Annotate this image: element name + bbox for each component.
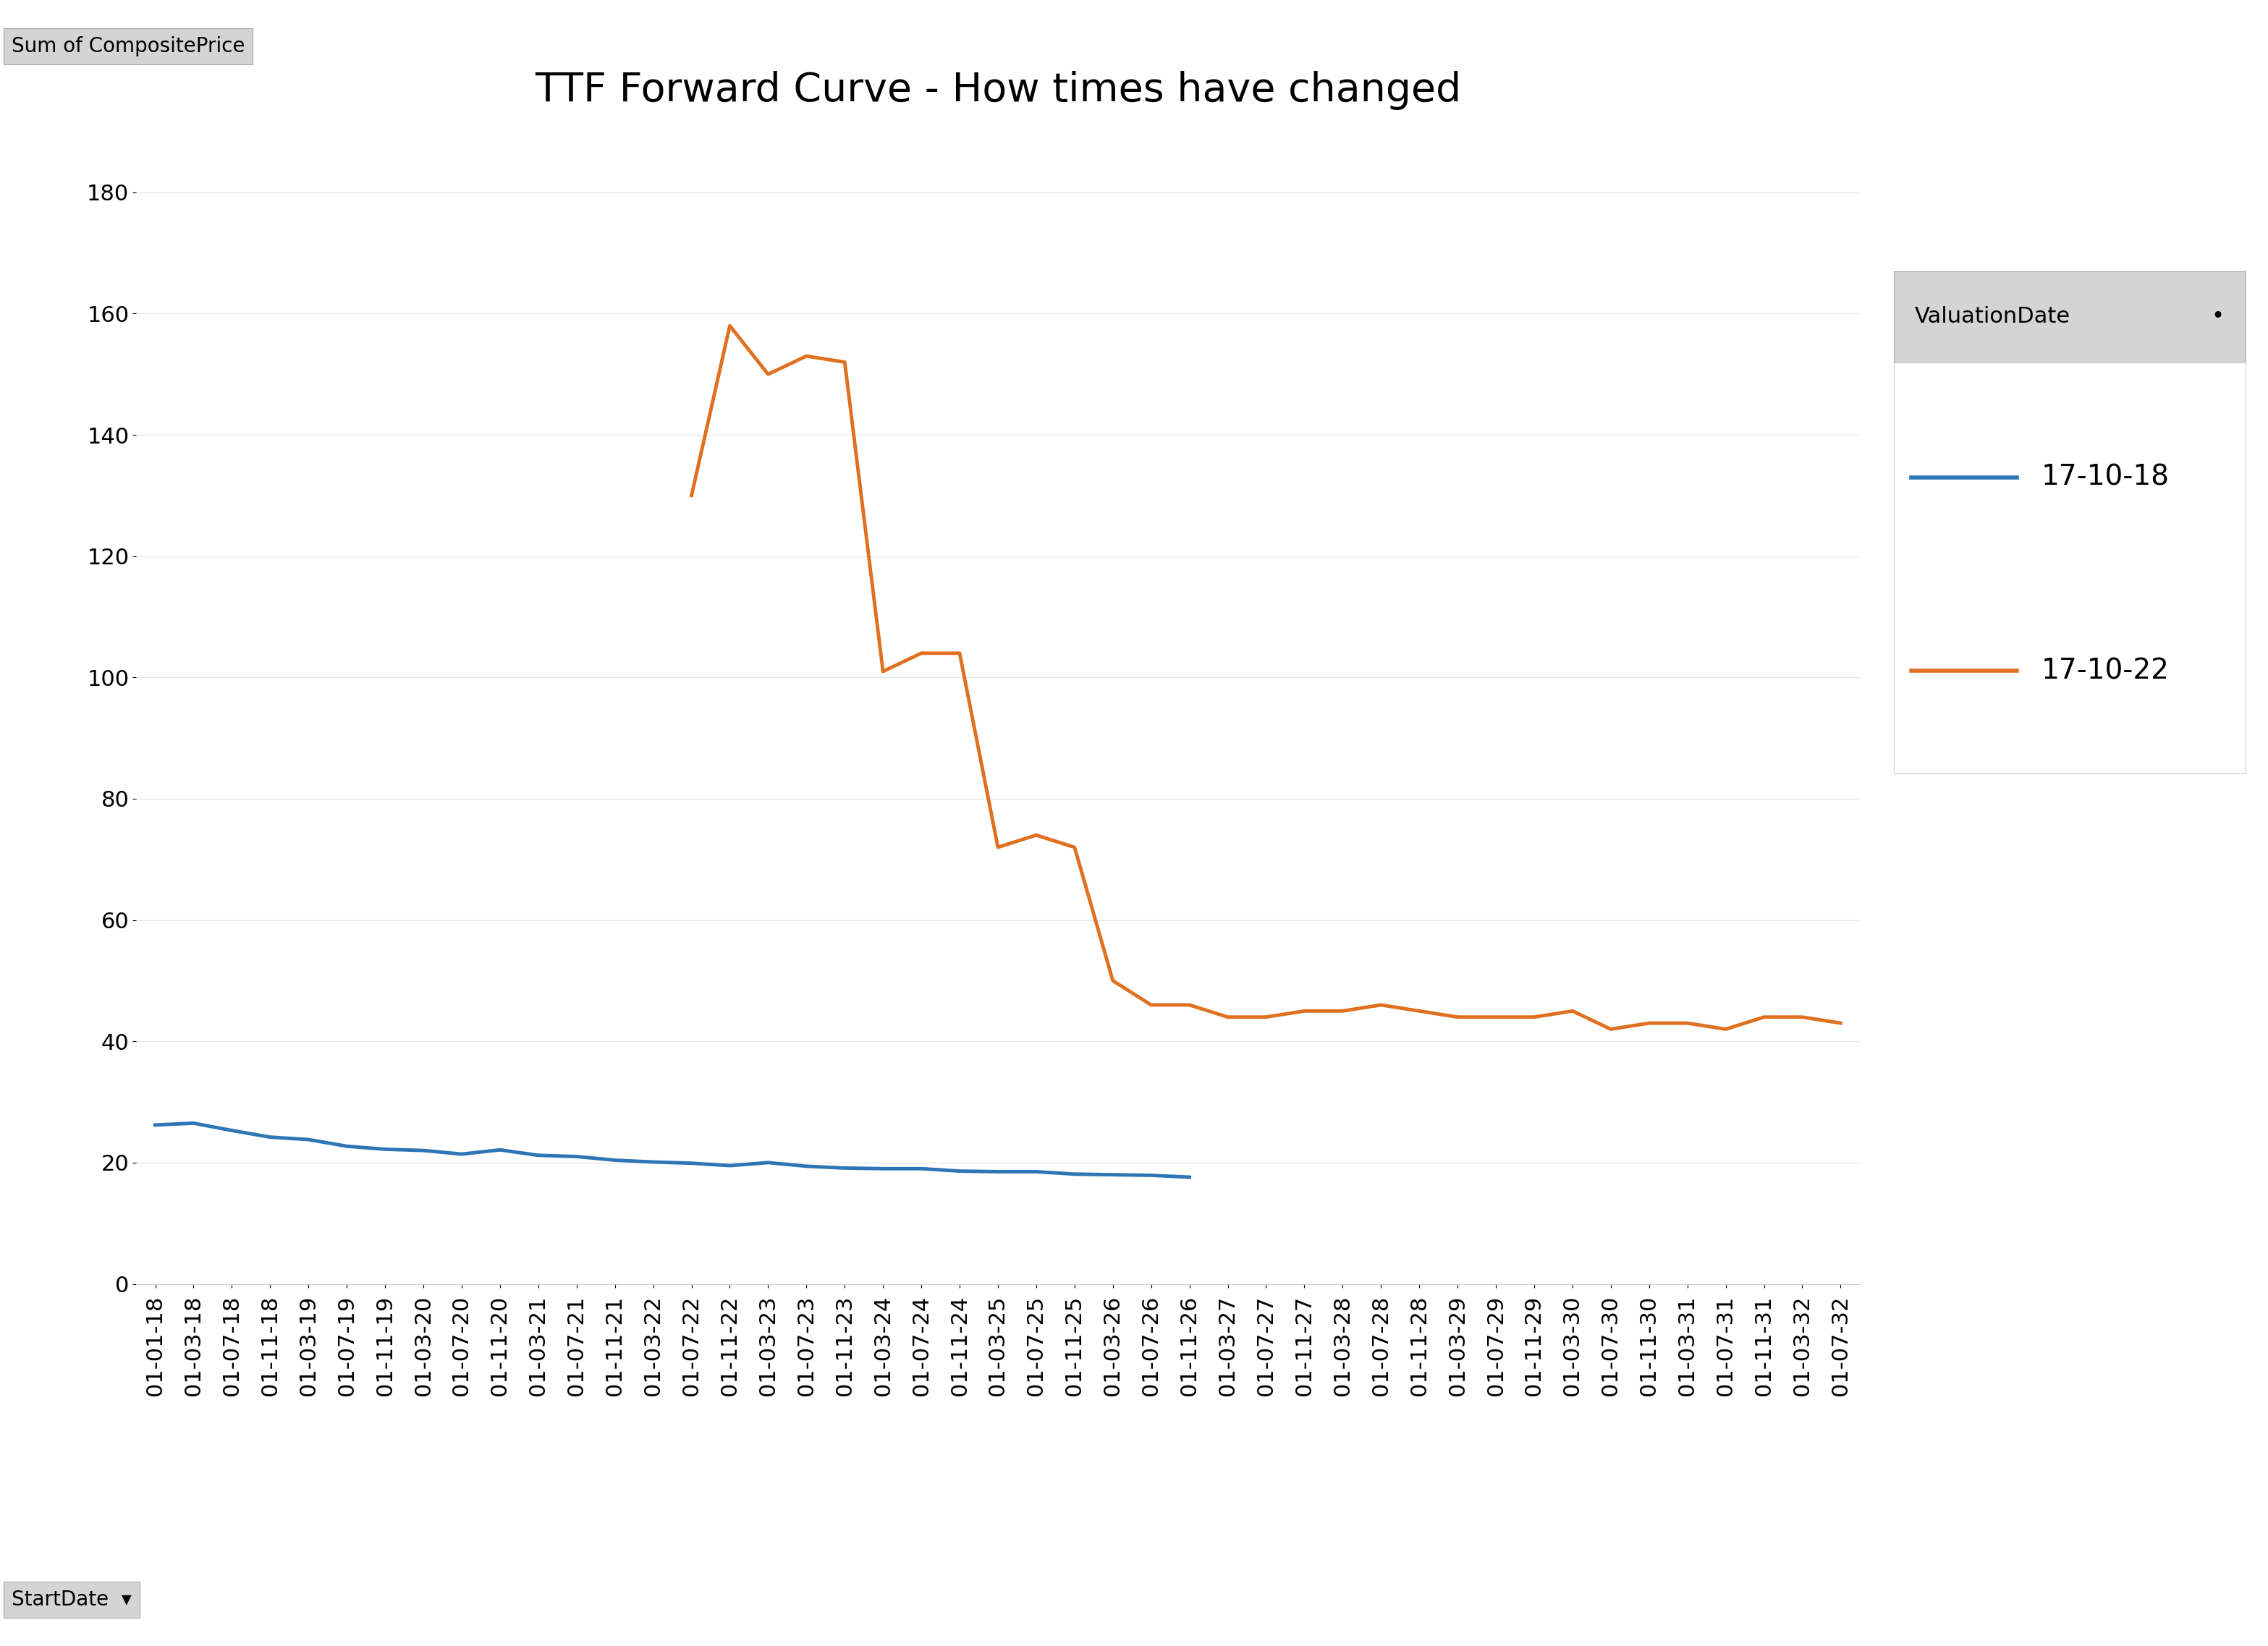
- 17-10-18: [1175, 1167, 1202, 1187]
- 17-10-18: [794, 1157, 821, 1177]
- 17-10-18: [1100, 1165, 1127, 1185]
- 17-10-18: [449, 1144, 476, 1164]
- 17-10-22: [1023, 825, 1050, 844]
- Text: 17-10-18: 17-10-18: [2041, 464, 2170, 491]
- 17-10-18: [1061, 1164, 1089, 1183]
- 17-10-22: [1751, 1007, 1778, 1027]
- 17-10-22: [1789, 1007, 1817, 1027]
- 17-10-18: [524, 1146, 551, 1165]
- 17-10-22: [1329, 1001, 1356, 1021]
- 17-10-22: [678, 486, 705, 505]
- 17-10-18: [869, 1159, 896, 1179]
- 17-10-18: [485, 1141, 513, 1160]
- 17-10-18: [256, 1128, 284, 1147]
- 17-10-22: [1712, 1019, 1740, 1039]
- 17-10-22: [1139, 996, 1166, 1016]
- 17-10-18: [907, 1159, 934, 1179]
- Line: 17-10-18: 17-10-18: [154, 1123, 1188, 1177]
- 17-10-18: [717, 1155, 744, 1175]
- 17-10-22: [1061, 838, 1089, 858]
- 17-10-22: [1175, 996, 1202, 1016]
- Text: StartDate  ▾: StartDate ▾: [11, 1590, 132, 1610]
- 17-10-22: [907, 644, 934, 663]
- 17-10-22: [1635, 1014, 1662, 1034]
- 17-10-18: [830, 1159, 857, 1179]
- 17-10-18: [372, 1139, 399, 1159]
- 17-10-18: [946, 1160, 973, 1180]
- 17-10-18: [1139, 1165, 1166, 1185]
- 17-10-22: [1213, 1007, 1241, 1027]
- 17-10-18: [411, 1141, 438, 1160]
- Text: ValuationDate: ValuationDate: [1914, 306, 2071, 328]
- Title: TTF Forward Curve - How times have changed: TTF Forward Curve - How times have chang…: [535, 71, 1461, 110]
- 17-10-22: [1828, 1014, 1855, 1034]
- 17-10-22: [869, 662, 896, 681]
- 17-10-22: [1483, 1007, 1510, 1027]
- 17-10-18: [640, 1152, 667, 1172]
- 17-10-22: [1368, 996, 1395, 1016]
- 17-10-22: [984, 838, 1012, 858]
- 17-10-22: [1558, 1001, 1585, 1021]
- 17-10-22: [755, 364, 782, 384]
- 17-10-22: [1520, 1007, 1547, 1027]
- 17-10-18: [218, 1121, 245, 1141]
- 17-10-18: [141, 1114, 168, 1134]
- 17-10-22: [1252, 1007, 1279, 1027]
- Text: •: •: [2211, 306, 2225, 328]
- 17-10-18: [984, 1162, 1012, 1182]
- 17-10-18: [755, 1152, 782, 1172]
- 17-10-22: [1597, 1019, 1624, 1039]
- 17-10-22: [1674, 1014, 1701, 1034]
- 17-10-18: [678, 1154, 705, 1174]
- 17-10-22: [830, 352, 857, 372]
- 17-10-22: [1406, 1001, 1433, 1021]
- 17-10-18: [333, 1136, 361, 1155]
- 17-10-22: [1100, 971, 1127, 991]
- 17-10-18: [601, 1151, 628, 1170]
- 17-10-22: [946, 644, 973, 663]
- 17-10-18: [1023, 1162, 1050, 1182]
- 17-10-18: [295, 1129, 322, 1149]
- Text: 17-10-22: 17-10-22: [2041, 657, 2170, 685]
- Line: 17-10-22: 17-10-22: [692, 326, 1842, 1029]
- 17-10-22: [717, 316, 744, 336]
- 17-10-18: [562, 1147, 590, 1167]
- 17-10-18: [179, 1113, 206, 1132]
- 17-10-22: [1290, 1001, 1318, 1021]
- 17-10-22: [794, 346, 821, 365]
- 17-10-22: [1445, 1007, 1472, 1027]
- Text: Sum of CompositePrice: Sum of CompositePrice: [11, 36, 245, 56]
